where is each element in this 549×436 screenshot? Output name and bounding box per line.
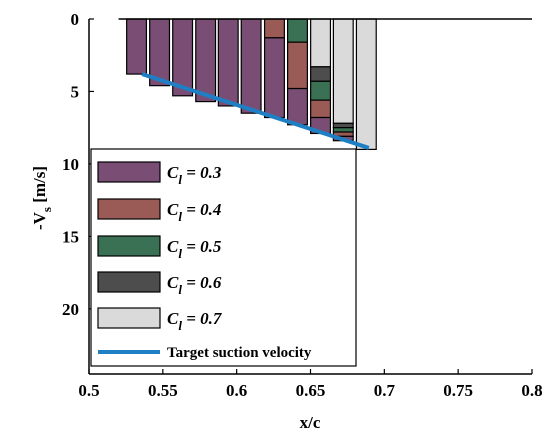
bar-segment xyxy=(310,66,332,82)
legend-label: Cl = 0.6 xyxy=(167,273,222,297)
bar-segment xyxy=(355,18,377,151)
ticks-layer: 0.5 0.55 0.6 0.65 0.7 0.75 0.8 0 5 10 15 20 xyxy=(62,10,543,400)
bar-segment xyxy=(332,127,354,133)
x-tick-label: 0.6 xyxy=(226,381,247,400)
bars-layer xyxy=(126,18,377,151)
bar-stack xyxy=(240,18,262,114)
bar-segment xyxy=(287,41,308,90)
bar-segment xyxy=(310,99,332,119)
y-tick-label: 0 xyxy=(71,10,80,29)
legend-entry: Cl = 0.6 xyxy=(97,271,222,297)
bar-stack xyxy=(195,18,217,103)
legend-swatch xyxy=(97,271,161,293)
legend-label: Cl = 0.5 xyxy=(167,237,222,261)
y-axis-label-subscript: s xyxy=(39,207,54,212)
bar-segment xyxy=(263,18,285,39)
legend-swatch xyxy=(97,161,161,183)
bar-stack xyxy=(355,18,377,151)
legend-box xyxy=(90,148,357,367)
legend-swatch xyxy=(97,307,161,329)
y-axis-label-main: -V xyxy=(30,211,49,230)
x-axis-label: x/c xyxy=(300,413,321,432)
bar-segment xyxy=(310,18,332,68)
legend-label: Cl = 0.7 xyxy=(167,309,223,333)
target-line-layer xyxy=(141,72,370,150)
target-suction-line xyxy=(141,72,370,150)
bar-segment xyxy=(126,18,148,75)
legend-entry: Cl = 0.5 xyxy=(97,235,222,261)
legend-entry: Cl = 0.4 xyxy=(97,198,221,224)
legend-swatch xyxy=(97,235,161,257)
legend-entry: Cl = 0.7 xyxy=(97,307,223,333)
y-axis-label: -Vs [m/s] xyxy=(30,166,54,230)
x-tick-label: 0.65 xyxy=(296,381,326,400)
legend-label: Cl = 0.3 xyxy=(167,163,222,187)
legend-swatch xyxy=(97,198,161,220)
legend-entry: Target suction velocity xyxy=(98,345,312,361)
bar-segment xyxy=(310,80,332,101)
x-tick-label: 0.5 xyxy=(78,381,99,400)
bar-segment xyxy=(263,37,285,119)
bar-segment xyxy=(332,18,354,124)
bar-stack xyxy=(310,18,332,135)
x-tick-label: 0.55 xyxy=(148,381,178,400)
y-tick-label: 15 xyxy=(62,227,79,246)
legend-entry: Cl = 0.3 xyxy=(97,161,222,187)
bar-segment xyxy=(287,18,308,43)
legend-label: Cl = 0.4 xyxy=(167,200,221,224)
legend: Cl = 0.3 Cl = 0.4 Cl = 0.5 Cl = 0.6 Cl = 0.7… xyxy=(90,148,357,367)
y-axis-label-unit: [m/s] xyxy=(30,166,49,203)
bar-stack xyxy=(332,18,354,142)
y-tick-label: 5 xyxy=(71,82,80,101)
bar-segment xyxy=(332,122,354,129)
x-tick-label: 0.8 xyxy=(521,381,542,400)
bar-segment xyxy=(195,18,217,103)
bar-segment xyxy=(217,18,239,107)
bar-segment xyxy=(287,87,308,126)
bar-stack xyxy=(126,18,148,75)
x-tick-label: 0.7 xyxy=(374,381,396,400)
y-tick-label: 20 xyxy=(62,300,79,319)
bar-stack xyxy=(263,18,285,119)
x-tick-label: 0.75 xyxy=(443,381,473,400)
bar-stack xyxy=(217,18,239,107)
y-tick-label: 10 xyxy=(62,155,79,174)
legend-label: Target suction velocity xyxy=(167,345,312,361)
bar-segment xyxy=(240,18,262,114)
bar-stack xyxy=(287,18,308,126)
